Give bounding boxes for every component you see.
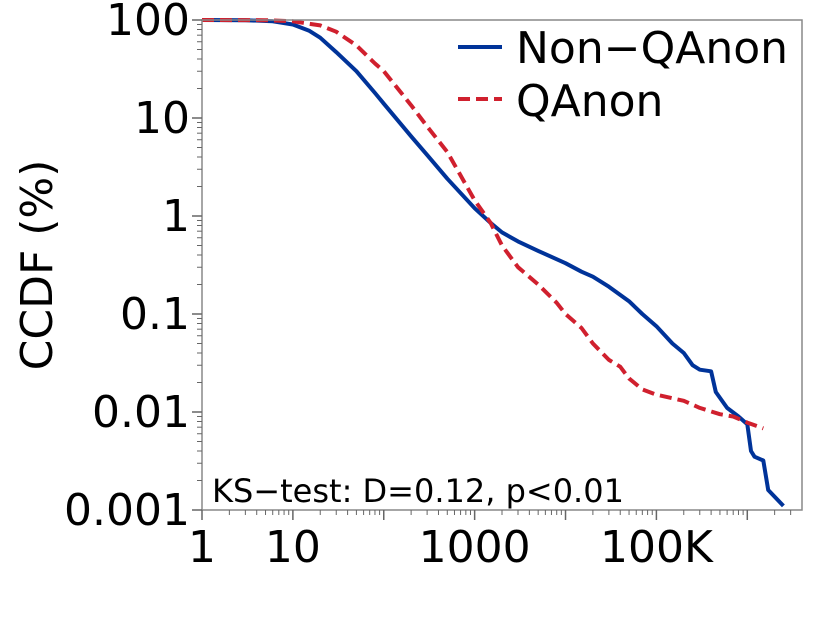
legend: Non−QAnon QAnon [458,23,788,127]
tick-layer: 1 10 1000 100K 100 10 1 0.1 0.01 0.001 [64,0,792,573]
y-tick-label: 10 [134,93,190,144]
series-line-non-qanon [201,18,785,508]
y-tick-label: 0.01 [92,387,190,438]
x-tick-label: 1 [188,522,216,573]
series-layer [201,18,785,508]
series-line-qanon [201,18,764,431]
y-tick-label: 0.001 [64,485,190,536]
x-tick-label: 100K [600,522,714,573]
ks-test-annotation: KS−test: D=0.12, p<0.01 [212,472,624,510]
y-tick-label: 1 [162,191,190,242]
plot-frame [201,19,803,511]
legend-label-qanon: QAnon [516,76,663,127]
y-tick-label: 100 [106,0,190,46]
y-axis-label: CCDF (%) [12,160,63,371]
x-tick-label: 10 [265,522,321,573]
y-tick-label: 0.1 [120,289,190,340]
legend-label-non-qanon: Non−QAnon [516,23,788,74]
x-tick-label: 1000 [419,522,531,573]
